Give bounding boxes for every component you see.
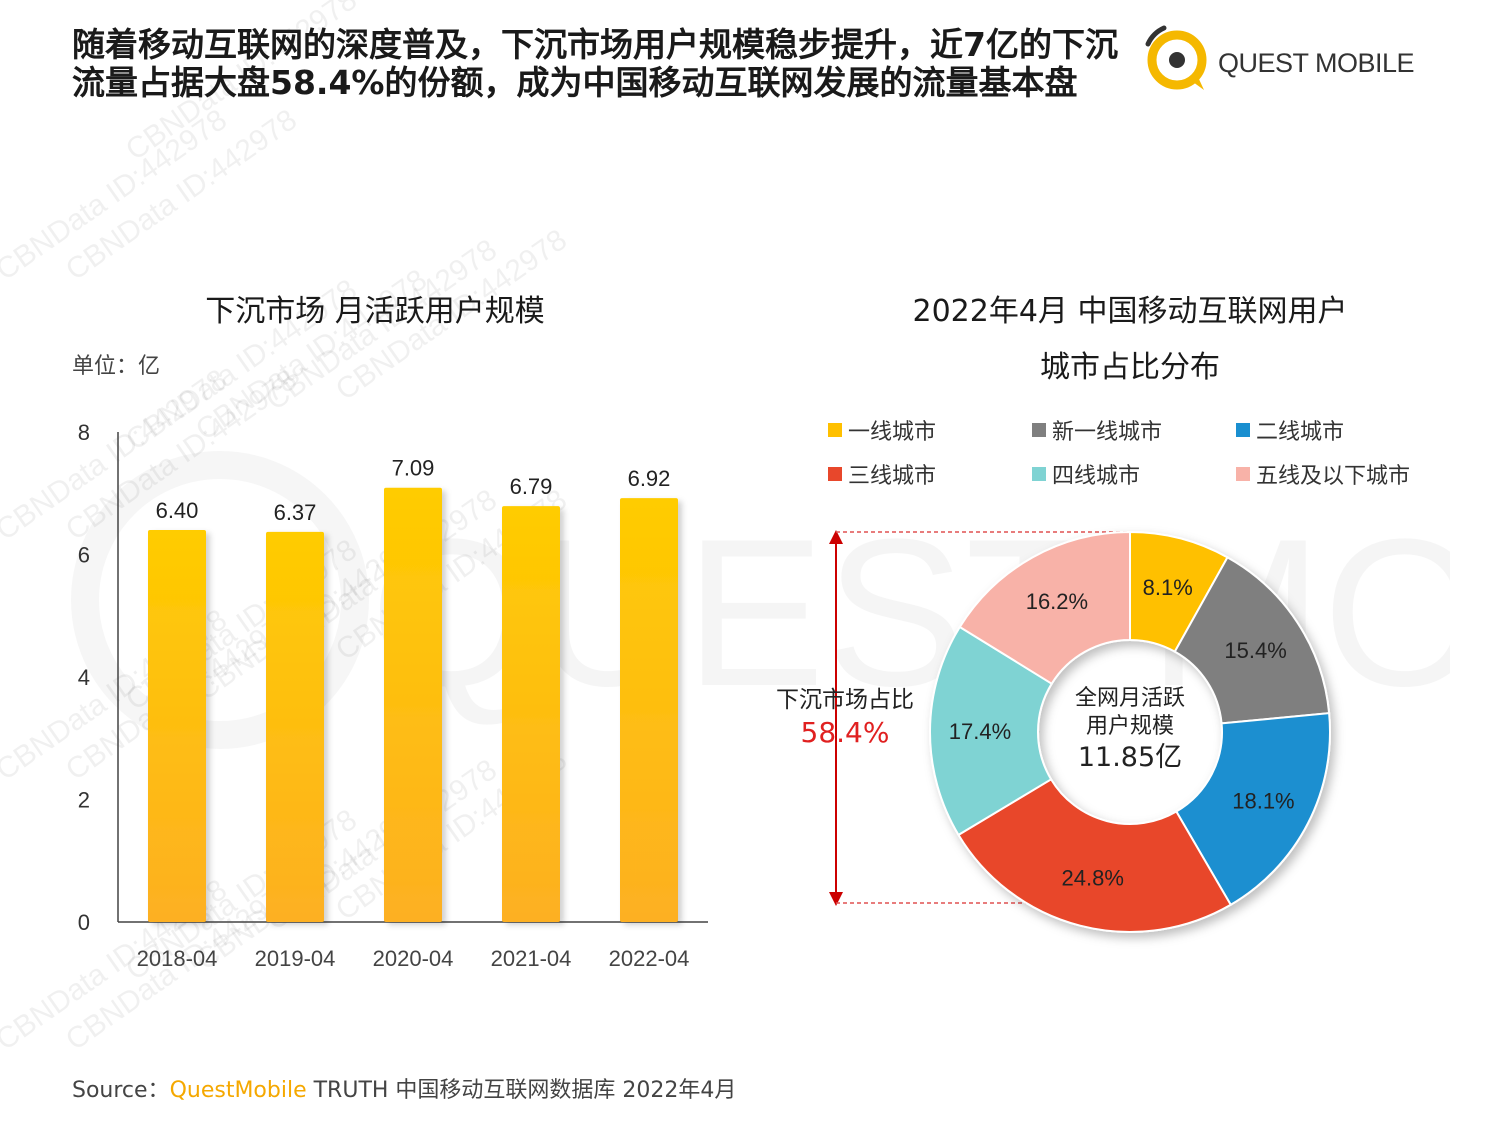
- source-rest: TRUTH 中国移动互联网数据库 2022年4月: [306, 1078, 737, 1103]
- legend-label: 五线及以下城市: [1256, 464, 1411, 489]
- bar: [148, 530, 206, 922]
- bar-value-label: 6.40: [156, 498, 199, 523]
- bar-chart: 0 2 4 6 8 6.40 2018-04 6.37 2019-04 7.09 2020-04 6…: [78, 420, 708, 971]
- x-tick-label: 2019-04: [255, 946, 336, 971]
- bar-value-label: 6.37: [274, 500, 317, 525]
- donut-slice: [929, 625, 1054, 837]
- legend-label: 四线城市: [1052, 464, 1141, 489]
- legend-item: 四线城市: [1032, 458, 1140, 490]
- donut-center-label: 全网月活跃 用户规模 11.85亿: [1040, 685, 1220, 775]
- bar: [502, 506, 560, 922]
- legend-swatch: [1236, 467, 1250, 481]
- donut-slice: [958, 530, 1131, 686]
- legend-label: 一线城市: [848, 420, 937, 445]
- bar-chart-title: 下沉市场 月活跃用户规模: [205, 294, 545, 329]
- donut-chart: 8.1% 15.4% 18.1% 24.8% 17.4% 16.2%: [829, 530, 1331, 933]
- bar: [620, 498, 678, 922]
- legend-item: 二线城市: [1236, 414, 1344, 446]
- source-note: Source：QuestMobile TRUTH 中国移动互联网数据库 2022…: [72, 1072, 736, 1104]
- page-headline: 随着移动互联网的深度普及，下沉市场用户规模稳步提升，近7亿的下沉流量占据大盘58…: [72, 25, 1118, 102]
- legend-swatch: [828, 467, 842, 481]
- legend-swatch: [1236, 423, 1250, 437]
- y-tick-label: 8: [78, 420, 90, 445]
- center-line-2: 用户规模: [1085, 714, 1174, 739]
- legend-item: 一线城市: [828, 414, 936, 446]
- legend-label: 三线城市: [848, 464, 937, 489]
- bar-value-label: 6.92: [628, 466, 671, 491]
- source-prefix: Source：: [72, 1078, 170, 1103]
- slice-value-label: 17.4%: [949, 719, 1011, 744]
- x-tick-label: 2021-04: [491, 946, 572, 971]
- x-tick-label: 2022-04: [609, 946, 690, 971]
- watermark-text: CBNData ID:442978: [0, 103, 233, 288]
- watermark-text: CBNData ID:442978: [60, 103, 303, 288]
- legend-item: 新一线城市: [1032, 414, 1162, 446]
- bar: [266, 531, 324, 922]
- slice-value-label: 15.4%: [1224, 638, 1286, 663]
- donut-slice: [1173, 555, 1331, 725]
- slice-value-label: 24.8%: [1062, 865, 1124, 890]
- y-tick-label: 2: [78, 788, 90, 813]
- x-tick-label: 2020-04: [373, 946, 454, 971]
- legend-label: 新一线城市: [1052, 420, 1163, 445]
- donut-chart-title-line2: 城市占比分布: [1040, 350, 1220, 385]
- donut-chart-title-line1: 2022年4月 中国移动互联网用户: [912, 294, 1348, 329]
- logo-text: QUEST MOBILE: [1218, 48, 1415, 78]
- slice-value-label: 8.1%: [1143, 575, 1193, 600]
- legend-item: 三线城市: [828, 458, 936, 490]
- center-value: 11.85亿: [1077, 742, 1183, 773]
- bar-value-label: 6.79: [510, 474, 553, 499]
- questmobile-logo: QUEST MOBILE: [1138, 22, 1438, 92]
- slice-value-label: 16.2%: [1026, 589, 1088, 614]
- legend-swatch: [828, 423, 842, 437]
- source-brand: QuestMobile: [169, 1078, 307, 1103]
- slice-value-label: 18.1%: [1232, 789, 1294, 814]
- y-tick-label: 6: [78, 543, 90, 568]
- legend-swatch: [1032, 423, 1046, 437]
- bar: [384, 487, 442, 922]
- share-label-value: 58.4%: [800, 716, 890, 749]
- sinking-market-share: 下沉市场占比 58.4%: [760, 680, 930, 749]
- bar-chart-unit: 单位：亿: [72, 354, 161, 379]
- center-line-1: 全网月活跃: [1074, 686, 1185, 711]
- y-tick-label: 4: [78, 665, 90, 690]
- x-tick-label: 2018-04: [137, 946, 218, 971]
- legend-label: 二线城市: [1256, 420, 1345, 445]
- donut-slice: [1174, 712, 1331, 907]
- donut-slice: [957, 777, 1233, 933]
- legend-item: 五线及以下城市: [1236, 458, 1410, 490]
- bar-value-label: 7.09: [392, 456, 435, 481]
- legend-swatch: [1032, 467, 1046, 481]
- y-tick-label: 0: [78, 910, 90, 935]
- questmobile-logo-icon: [1145, 25, 1207, 90]
- share-label-text: 下沉市场占比: [776, 687, 914, 713]
